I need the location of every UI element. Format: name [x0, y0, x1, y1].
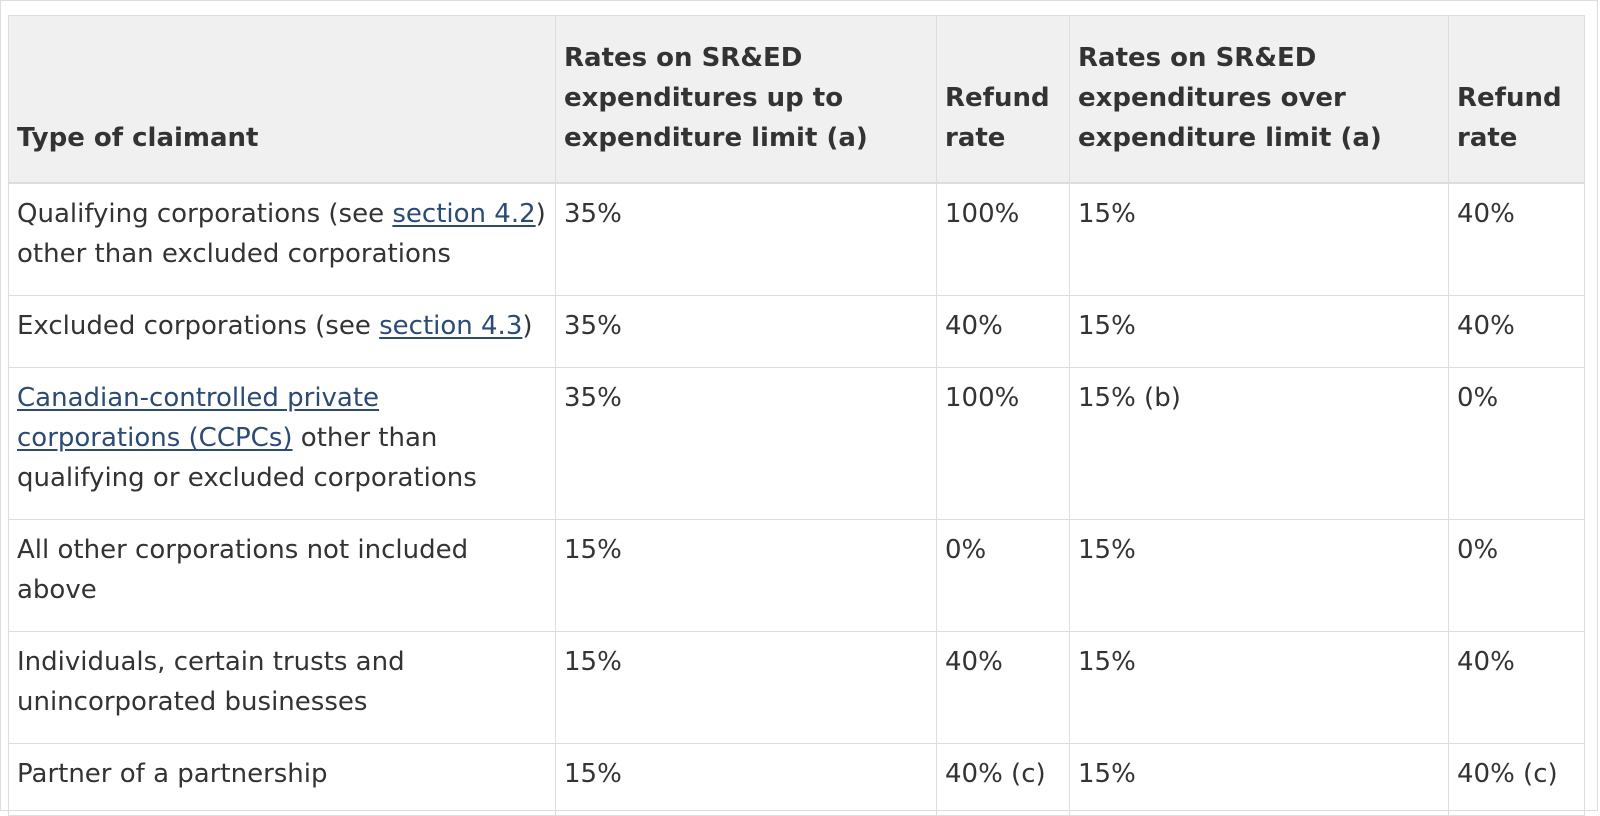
refund-over-limit-cell: 40%	[1448, 631, 1585, 744]
header-rates-over-limit: Rates on SR&ED expenditures over expendi…	[1069, 15, 1449, 184]
refund-over-limit-cell: 0%	[1448, 367, 1585, 520]
refund-up-to-limit-cell: 40%	[936, 631, 1070, 744]
claimant-cell: Canadian-controlled private corporations…	[8, 367, 556, 520]
rate-over-limit-cell: 15%	[1069, 295, 1449, 368]
table-row: Excluded corporations (see section 4.3) …	[8, 295, 1585, 368]
claimant-text: )	[522, 311, 533, 341]
refund-over-limit-cell: 40%	[1448, 182, 1585, 296]
refund-over-limit-cell: 40%	[1448, 295, 1585, 368]
section-4-3-link[interactable]: section 4.3	[379, 311, 523, 341]
refund-up-to-limit-cell: 100%	[936, 182, 1070, 296]
claimant-cell: Partner of a partnership	[8, 743, 556, 816]
header-refund-rate-over-limit: Refund rate	[1448, 15, 1585, 184]
refund-up-to-limit-cell: 100%	[936, 367, 1070, 520]
sred-rates-table: Type of claimant Rates on SR&ED expendit…	[8, 15, 1585, 816]
claimant-cell: Qualifying corporations (see section 4.2…	[8, 182, 556, 296]
rate-over-limit-cell: 15%	[1069, 631, 1449, 744]
table-row: Partner of a partnership 15% 40% (c) 15%…	[8, 743, 1585, 816]
claimant-text: ) other than excluded corporations	[17, 199, 546, 269]
ccpc-link[interactable]: Canadian-controlled private corporations…	[17, 383, 380, 453]
rate-over-limit-cell: 15%	[1069, 182, 1449, 296]
table-body: Qualifying corporations (see section 4.2…	[8, 182, 1585, 816]
refund-up-to-limit-cell: 40% (c)	[936, 743, 1070, 816]
claimant-cell: All other corporations not included abov…	[8, 519, 556, 632]
claimant-text: other than qualifying or excluded corpor…	[17, 423, 477, 493]
rate-over-limit-cell: 15% (b)	[1069, 367, 1449, 520]
header-row: Type of claimant Rates on SR&ED expendit…	[8, 15, 1585, 184]
header-refund-rate-up-to-limit: Refund rate	[936, 15, 1070, 184]
rate-up-to-limit-cell: 15%	[555, 631, 937, 744]
claimant-text: Qualifying corporations (see	[17, 199, 393, 229]
rate-up-to-limit-cell: 15%	[555, 743, 937, 816]
rate-up-to-limit-cell: 35%	[555, 367, 937, 520]
claimant-cell: Individuals, certain trusts and unincorp…	[8, 631, 556, 744]
refund-over-limit-cell: 0%	[1448, 519, 1585, 632]
refund-up-to-limit-cell: 40%	[936, 295, 1070, 368]
refund-up-to-limit-cell: 0%	[936, 519, 1070, 632]
section-4-2-link[interactable]: section 4.2	[392, 199, 536, 229]
refund-over-limit-cell: 40% (c)	[1448, 743, 1585, 816]
claimant-text: Excluded corporations (see	[17, 311, 380, 341]
header-type-of-claimant: Type of claimant	[8, 15, 556, 184]
rate-up-to-limit-cell: 35%	[555, 182, 937, 296]
claimant-cell: Excluded corporations (see section 4.3)	[8, 295, 556, 368]
rate-up-to-limit-cell: 15%	[555, 519, 937, 632]
table-row: Individuals, certain trusts and unincorp…	[8, 631, 1585, 744]
table-header: Type of claimant Rates on SR&ED expendit…	[8, 15, 1585, 184]
table-row: All other corporations not included abov…	[8, 519, 1585, 632]
header-rates-up-to-limit: Rates on SR&ED expenditures up to expend…	[555, 15, 937, 184]
rate-over-limit-cell: 15%	[1069, 519, 1449, 632]
table-row: Qualifying corporations (see section 4.2…	[8, 182, 1585, 296]
table-row: Canadian-controlled private corporations…	[8, 367, 1585, 520]
rate-up-to-limit-cell: 35%	[555, 295, 937, 368]
rate-over-limit-cell: 15%	[1069, 743, 1449, 816]
